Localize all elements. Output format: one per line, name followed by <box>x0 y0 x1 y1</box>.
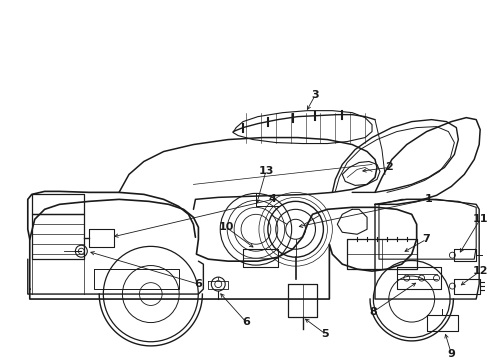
Text: 8: 8 <box>368 307 376 317</box>
Text: 13: 13 <box>258 166 273 176</box>
Text: 7: 7 <box>422 234 429 244</box>
Text: 2: 2 <box>384 162 392 172</box>
Text: 4: 4 <box>268 194 276 204</box>
Text: 11: 11 <box>471 214 487 224</box>
Text: 6: 6 <box>194 279 202 289</box>
Text: 9: 9 <box>447 349 454 359</box>
Text: 3: 3 <box>311 90 319 100</box>
Text: 6: 6 <box>242 317 249 327</box>
Text: 1: 1 <box>424 194 431 204</box>
Text: 10: 10 <box>218 222 233 232</box>
Text: 12: 12 <box>471 266 487 276</box>
Text: 5: 5 <box>321 329 328 339</box>
